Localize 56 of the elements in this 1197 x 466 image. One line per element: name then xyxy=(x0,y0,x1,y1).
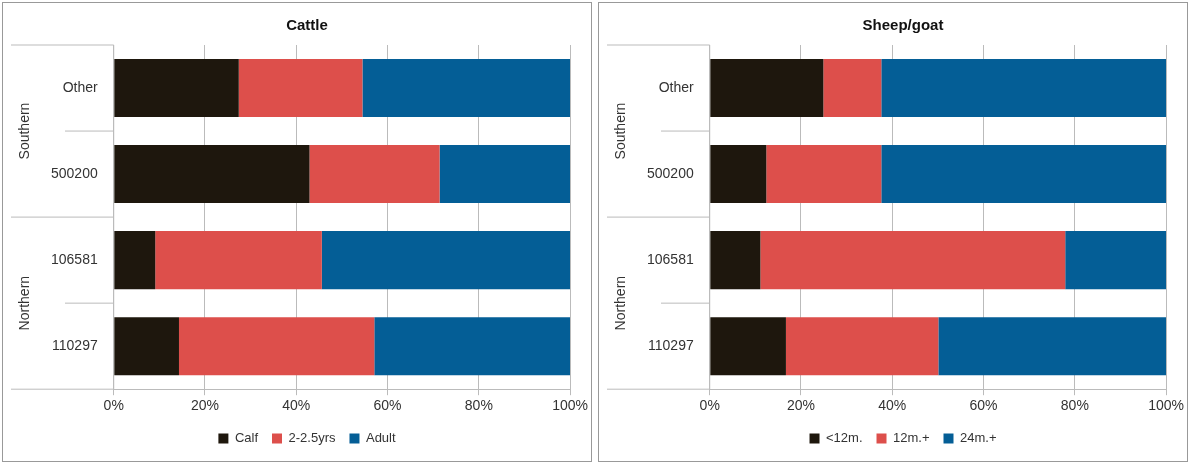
bar xyxy=(938,317,1167,376)
x-tick-label: 40% xyxy=(878,397,907,414)
chart-title: Cattle xyxy=(286,16,328,34)
x-tick-label: 100% xyxy=(1148,397,1184,414)
chart-title: Sheep/goat xyxy=(862,16,944,34)
bar xyxy=(823,58,882,118)
bar xyxy=(321,231,571,290)
y-tick-label: 110297 xyxy=(52,337,98,354)
bar xyxy=(114,145,310,204)
y-tick-label: 500200 xyxy=(647,164,694,181)
bar xyxy=(114,231,156,290)
text: Northern xyxy=(611,275,628,331)
legend-label: <12m. xyxy=(826,430,863,446)
bar xyxy=(439,145,571,204)
x-tick-label: 80% xyxy=(464,397,493,414)
bar xyxy=(710,145,767,204)
x-tick-label: 100% xyxy=(552,397,588,414)
y-tick-label: Other xyxy=(658,78,695,95)
x-tick-label: 80% xyxy=(1060,397,1089,414)
bar xyxy=(362,58,571,118)
legend-label: Adult xyxy=(365,430,396,446)
text: Northern xyxy=(15,275,32,331)
bar xyxy=(881,145,1167,204)
bar xyxy=(760,231,1066,290)
bar xyxy=(710,58,824,118)
bar xyxy=(178,317,375,376)
x-tick-label: 40% xyxy=(282,397,311,414)
bar xyxy=(155,231,322,290)
bar xyxy=(710,231,761,290)
legend-label: Calf xyxy=(234,430,259,446)
bar xyxy=(238,58,363,118)
x-tick-label: 60% xyxy=(969,397,998,414)
bar xyxy=(766,145,882,204)
bar xyxy=(309,145,440,204)
bar xyxy=(374,317,571,376)
y-tick-label: 110297 xyxy=(648,337,694,354)
bar xyxy=(710,317,786,376)
x-tick-label: 20% xyxy=(786,397,816,414)
x-tick-label: 20% xyxy=(190,397,220,414)
y-tick-label: 500200 xyxy=(51,164,98,181)
bar xyxy=(114,317,179,376)
y-tick-label: 106581 xyxy=(647,250,694,267)
x-tick-label: 60% xyxy=(373,397,402,414)
legend-label: 24m.+ xyxy=(960,430,997,446)
legend-label: 12m.+ xyxy=(893,430,930,446)
y-tick-label: 106581 xyxy=(51,250,98,267)
x-tick-label: 0% xyxy=(699,397,720,414)
text: Southern xyxy=(15,102,32,160)
x-tick-label: 0% xyxy=(103,397,124,414)
text: Southern xyxy=(611,102,628,160)
bar xyxy=(785,317,939,376)
bar xyxy=(1065,231,1167,290)
y-tick-label: Other xyxy=(62,78,99,95)
bar xyxy=(881,58,1167,118)
legend-label: 2-2.5yrs xyxy=(288,430,336,446)
bar xyxy=(114,58,239,118)
